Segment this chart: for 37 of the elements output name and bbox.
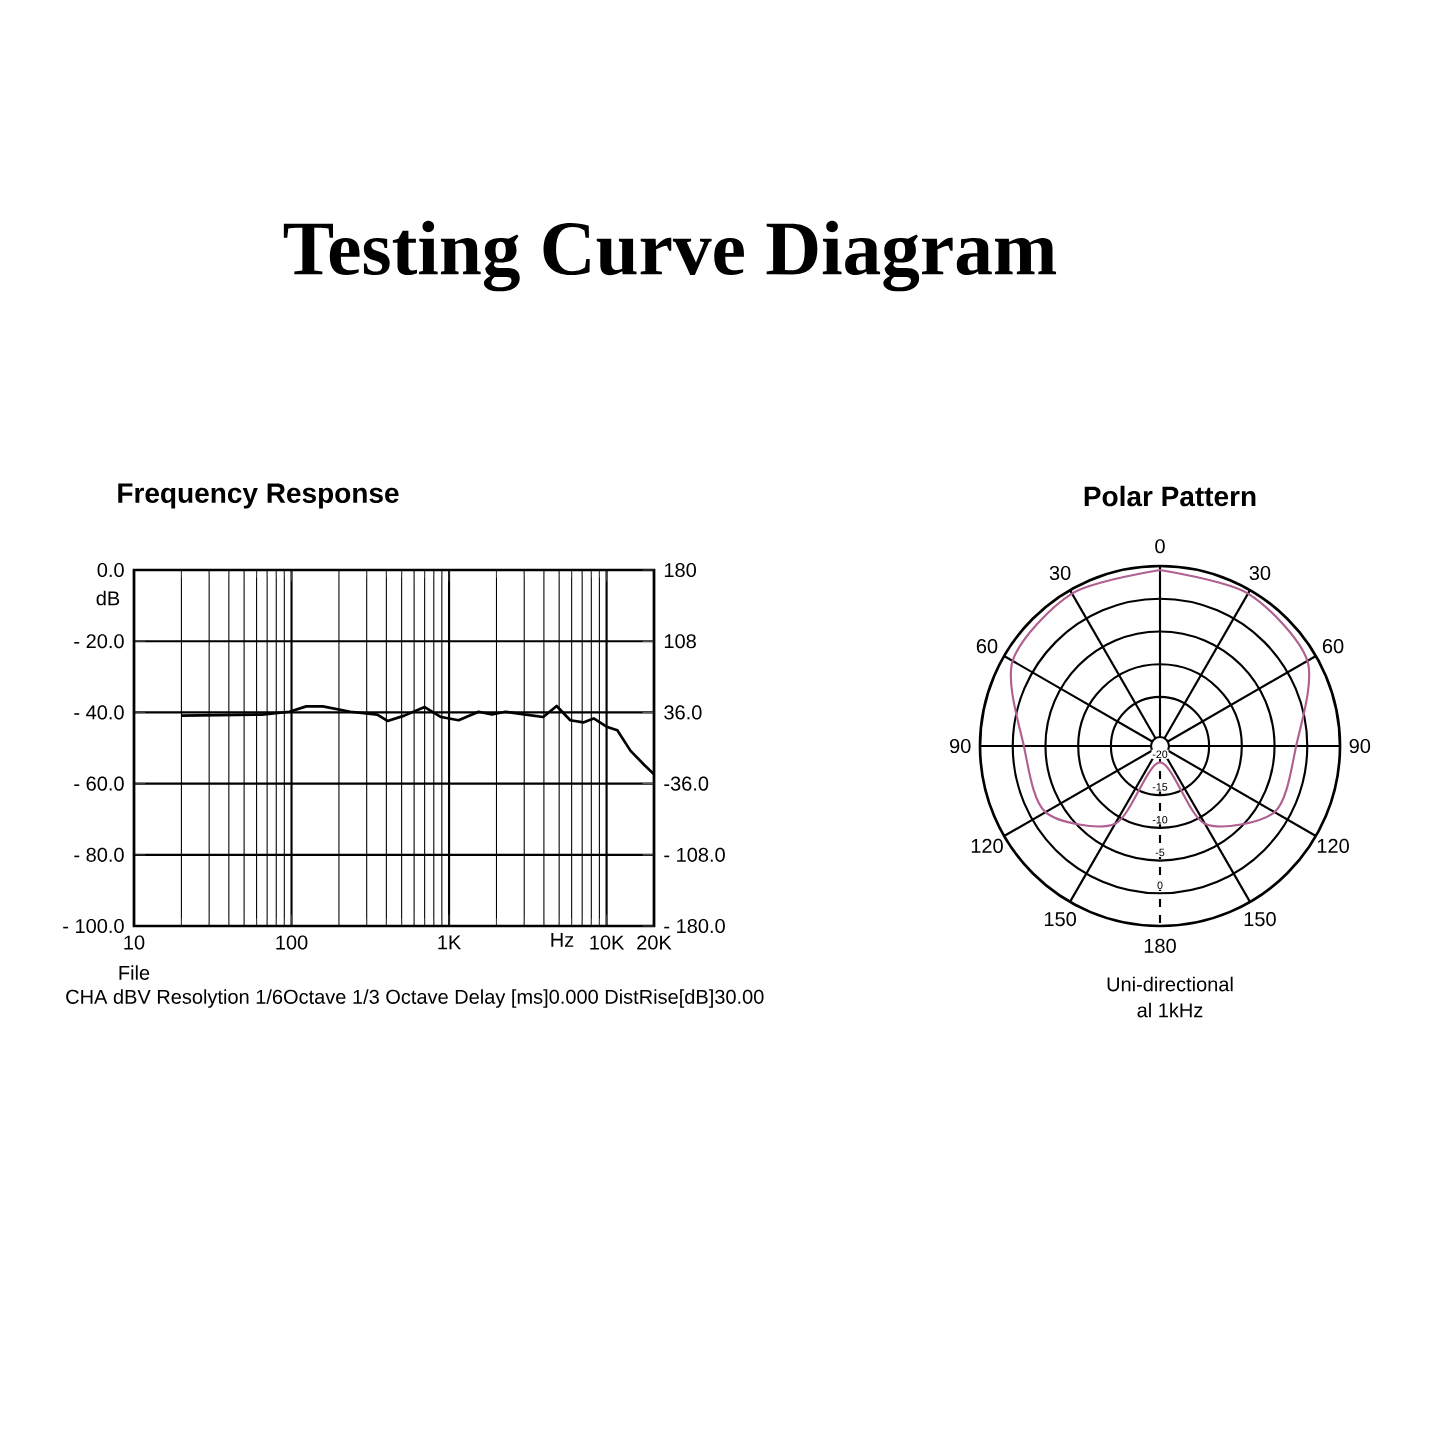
text: File xyxy=(119,965,150,980)
chart-title: Testing Curve Diagram xyxy=(283,220,1057,292)
y2-tick-label: - 108.0 xyxy=(664,847,725,862)
text: al 1kHz xyxy=(1137,1002,1203,1018)
x-tick-label: 100 xyxy=(276,935,308,950)
x-tick-label: 10K xyxy=(590,935,625,950)
text: Uni-directional xyxy=(1107,976,1233,992)
y-tick-label: 0.0 xyxy=(97,562,124,578)
spoke-label: 60 xyxy=(976,639,998,654)
y-tick-label: - 40.0 xyxy=(74,705,124,720)
spoke-label: 150 xyxy=(1044,911,1076,927)
spoke-label: 120 xyxy=(971,838,1003,854)
x-tick-label: 1K xyxy=(438,935,462,950)
y-axis-title: dB xyxy=(96,590,120,606)
y2-tick-label: - 180.0 xyxy=(664,918,725,934)
y2-tick-label: 108 xyxy=(664,634,696,649)
y-tick-label: - 60.0 xyxy=(74,776,124,791)
chart-title: Polar Pattern xyxy=(1084,485,1256,507)
y2-tick-label: 180 xyxy=(664,562,696,578)
spoke-label: 180 xyxy=(1144,938,1176,953)
spoke-label: 30 xyxy=(1049,565,1071,581)
x-tick-label: 10 xyxy=(124,935,145,950)
spoke-label: 30 xyxy=(1249,565,1271,581)
text: CHA dBV Resolytion 1/6Octave 1/3 Octave Delay [ms]0.000 DistRise[dB]30.00 xyxy=(66,989,764,1008)
chart-subtitle: Frequency Response xyxy=(118,483,399,509)
y-tick-label: - 20.0 xyxy=(74,634,124,649)
spoke-label: 90 xyxy=(950,738,971,754)
y2-tick-label: 36.0 xyxy=(664,705,702,720)
spoke-label: 60 xyxy=(1322,639,1344,654)
spoke-label: 150 xyxy=(1244,911,1276,927)
y-tick-label: - 100.0 xyxy=(63,918,124,934)
x-tick-label: 20K xyxy=(637,935,672,950)
y2-tick-label: -36.0 xyxy=(664,776,709,791)
text: Hz xyxy=(551,933,574,947)
spoke-label: 90 xyxy=(1349,738,1371,754)
spoke-label: 120 xyxy=(1317,838,1349,854)
y-tick-label: - 80.0 xyxy=(74,847,124,862)
